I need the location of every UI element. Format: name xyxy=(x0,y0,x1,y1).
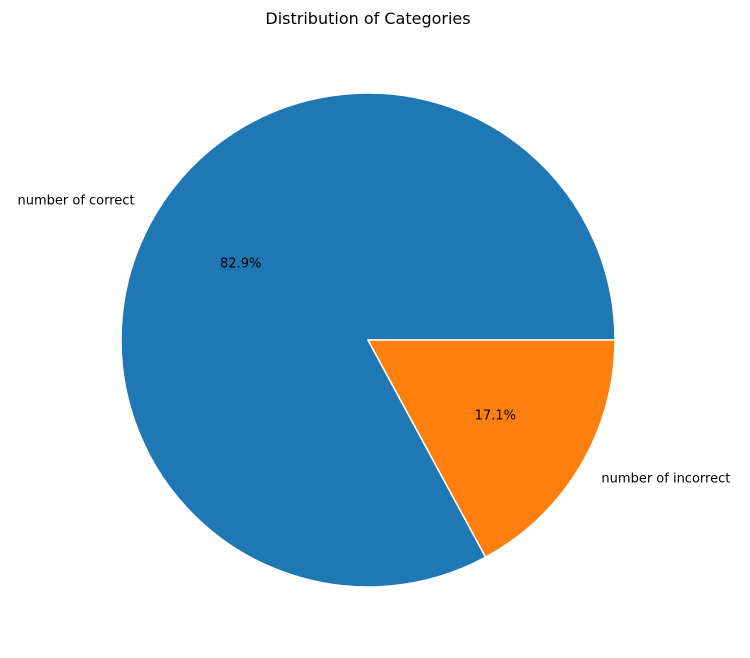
slice-label: number of correct xyxy=(18,193,135,208)
percent-label: 82.9% xyxy=(220,257,261,272)
slice-label: number of incorrect xyxy=(601,472,730,487)
chart-title: Distribution of Categories xyxy=(265,9,470,28)
percent-label: 17.1% xyxy=(475,408,516,423)
slices-layer xyxy=(121,93,615,587)
